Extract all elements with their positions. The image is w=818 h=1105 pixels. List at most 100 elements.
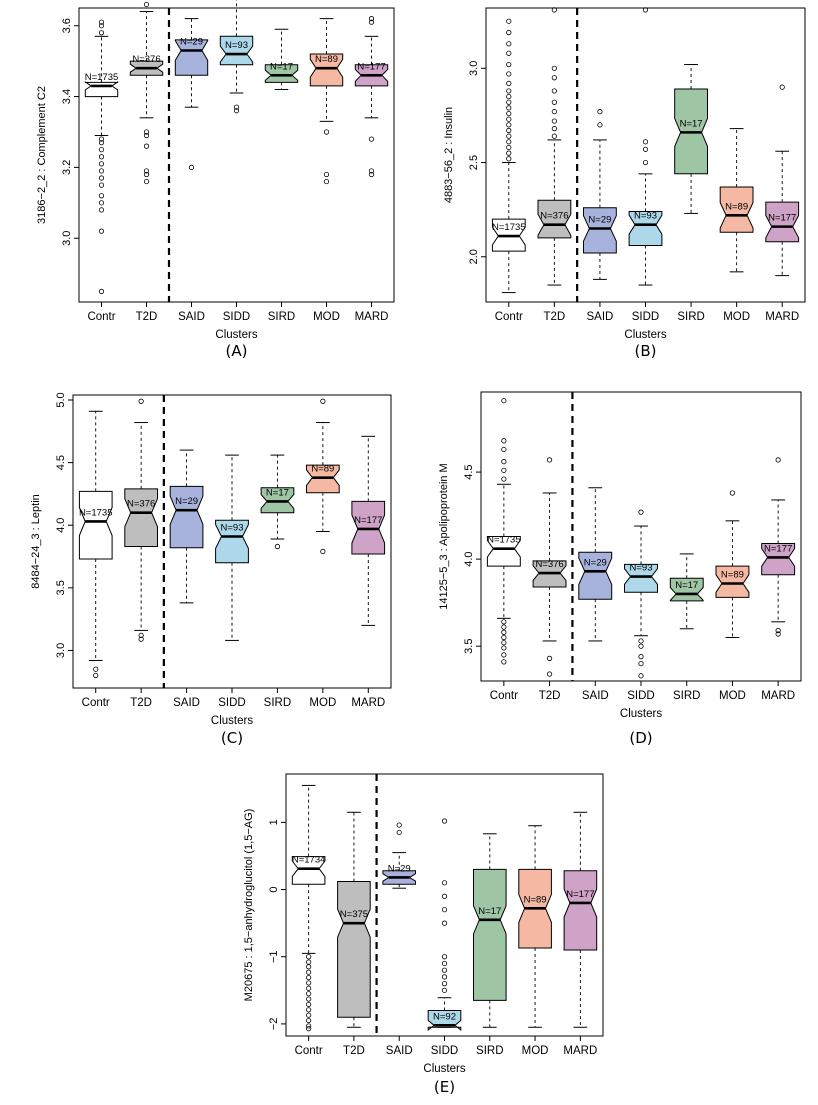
panel-caption: (E) [434, 1078, 455, 1096]
outlier-point [501, 645, 507, 651]
box-sidd: N=93 [219, 0, 254, 114]
y-tick-label: 3.6 [61, 18, 73, 33]
box-body [628, 211, 663, 246]
chart-panel-2: 3.0 3.5 4.0 4.5 5.0 8484−24_3 : Leptin Contr T2… [30, 392, 392, 747]
box-t2d: N=375 [337, 811, 371, 1028]
y-tick-label: 4.5 [463, 464, 475, 479]
outlier-point [642, 159, 649, 166]
n-label: N=17 [675, 580, 698, 591]
outlier-point [306, 1001, 312, 1008]
outlier-point [638, 643, 644, 649]
x-tick-label: SIRD [677, 311, 704, 323]
n-label: N=89 [311, 464, 334, 475]
outlier-point [306, 974, 312, 981]
n-label: N=93 [225, 40, 248, 51]
n-label: N=17 [478, 906, 501, 917]
x-tick-label: Contr [495, 311, 523, 323]
outlier-point [441, 893, 448, 899]
x-tick-label: Contr [82, 697, 110, 709]
n-label: N=89 [315, 54, 338, 65]
outlier-point [729, 490, 736, 496]
outlier-point [306, 1023, 312, 1029]
x-tick-label: MARD [563, 1045, 597, 1057]
outlier-point [501, 446, 507, 453]
y-tick-label: 3.4 [61, 89, 73, 104]
y-tick-label: 2.5 [468, 155, 480, 170]
y-tick-label: −2 [268, 1018, 280, 1031]
x-tick-label: MARD [765, 311, 799, 323]
outlier-point [98, 19, 105, 25]
outlier-point [441, 974, 448, 980]
outlier-point [551, 7, 557, 13]
outlier-point [323, 171, 330, 178]
outlier-point [775, 631, 781, 637]
y-axis-label: M20675 : 1,5−anhydroglucitol (1,5−AG) [243, 809, 255, 1002]
x-tick-label: T2D [130, 697, 152, 709]
outlier-point [306, 985, 312, 991]
box-mard: N=177 [351, 435, 386, 626]
outlier-point [551, 65, 557, 71]
n-label: N=29 [180, 37, 203, 48]
outlier-point [506, 116, 512, 122]
box-contr: N=1734 [291, 784, 326, 1032]
outlier-point [306, 959, 312, 965]
box-sird: N=17 [669, 553, 704, 630]
outlier-point [441, 880, 448, 886]
x-tick-label: SAID [587, 311, 614, 323]
x-tick-label: MARD [761, 690, 795, 702]
outlier-point [306, 1017, 312, 1024]
outlier-point [143, 178, 150, 185]
outlier-point [323, 129, 330, 135]
y-tick-label: 3.2 [61, 160, 73, 175]
y-tick-label: 5.0 [55, 392, 67, 407]
n-label: N=17 [266, 487, 289, 498]
outlier-point [501, 652, 507, 658]
x-tick-label: MOD [522, 1045, 549, 1057]
box-mard: N=177 [765, 84, 800, 277]
outlier-point [441, 954, 448, 960]
outlier-point [98, 288, 105, 294]
n-label: N=92 [433, 1011, 456, 1022]
x-tick-label: MOD [723, 311, 750, 323]
outlier-point [501, 398, 507, 404]
outlier-point [98, 168, 105, 174]
box-body [291, 856, 326, 885]
x-tick-label: SAID [582, 690, 609, 702]
box-body [219, 35, 254, 66]
outlier-point [143, 171, 150, 178]
chart-panel-1: 2.0 2.5 3.0 4883−56_2 : Insulin Contr T2D SAID… [443, 7, 806, 360]
outlier-point [98, 30, 105, 36]
box-sidd: N=93 [628, 7, 663, 286]
box-contr: N=1735 [486, 398, 521, 665]
outlier-point [501, 467, 507, 473]
panel-caption: (B) [635, 342, 657, 360]
n-label: N=1735 [79, 507, 113, 518]
box-body [715, 565, 750, 598]
outlier-point [306, 969, 312, 975]
outlier-point [441, 960, 448, 967]
outlier-point [98, 136, 105, 142]
n-label: N=375 [340, 909, 368, 920]
outlier-point [551, 88, 557, 94]
box-mard: N=177 [563, 811, 598, 1028]
outlier-point [506, 139, 512, 145]
outlier-point [779, 84, 785, 90]
outlier-point [642, 7, 649, 13]
outlier-point [441, 987, 448, 993]
outlier-point [506, 133, 512, 139]
box-body [78, 490, 113, 560]
outlier-point [93, 672, 99, 679]
x-tick-label: SIDD [218, 697, 245, 709]
outlier-point [506, 122, 512, 128]
outlier-point [506, 50, 512, 56]
outlier-point [306, 996, 312, 1002]
outlier-point [638, 509, 644, 515]
outlier-point [506, 105, 512, 111]
outlier-point [638, 654, 644, 660]
outlier-point [143, 143, 150, 149]
outlier-point [506, 99, 512, 105]
outlier-point [597, 122, 603, 128]
outlier-point [306, 1026, 312, 1032]
outlier-point [368, 136, 375, 142]
x-tick-label: MOD [719, 690, 746, 702]
